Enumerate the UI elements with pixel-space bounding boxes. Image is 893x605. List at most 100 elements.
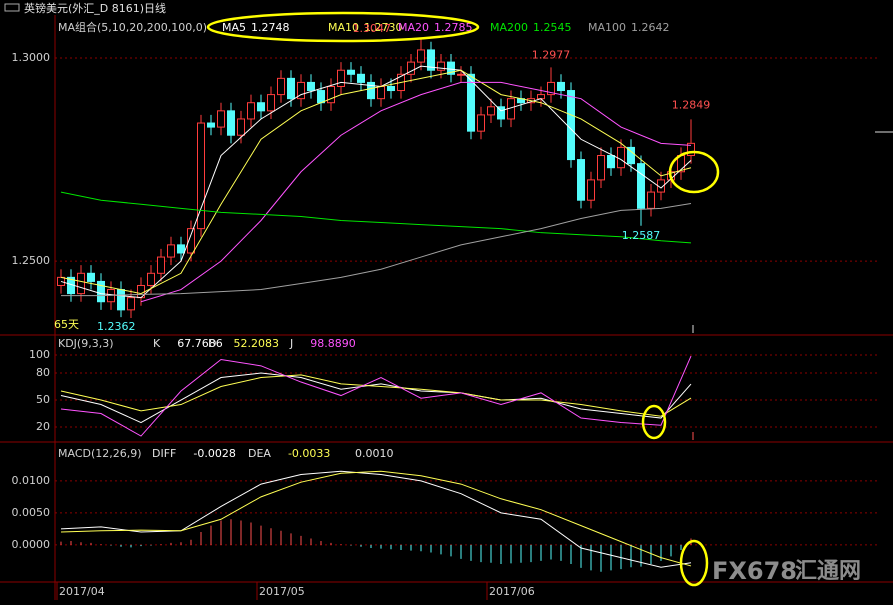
candle-body: [187, 228, 195, 254]
indicator-line: [60, 191, 692, 244]
indicator-line: [60, 69, 692, 295]
candle-body: [367, 81, 375, 100]
candle-body: [257, 102, 265, 112]
legend-name: MA100: [588, 21, 626, 34]
y-tick-label: 100: [29, 348, 50, 361]
candle-body: [247, 102, 255, 120]
candle-body: [77, 272, 85, 295]
candle-body: [617, 146, 625, 169]
candle-body: [317, 90, 325, 104]
candle-body: [597, 155, 605, 181]
candle-body: [217, 110, 225, 128]
extreme-label: 1.2587: [622, 229, 661, 242]
highlight-ellipse: [206, 11, 480, 43]
candle-body: [637, 163, 645, 209]
legend-name: DEA: [248, 447, 271, 460]
indicator-line: [140, 81, 692, 303]
panel-title: MACD(12,26,9): [58, 447, 142, 460]
legend-name: DIFF: [152, 447, 176, 460]
legend-value: 98.8890: [310, 337, 356, 350]
candle-body: [447, 61, 455, 75]
legend-value: -0.0028: [193, 447, 235, 460]
watermark-brand: FX678: [712, 557, 797, 585]
legend-name: MA20: [398, 21, 429, 34]
candle-body: [427, 49, 435, 71]
y-tick-label: 0.0000: [12, 538, 51, 551]
candle-body: [307, 81, 315, 92]
candle-body: [647, 191, 655, 209]
indicator-line: [60, 372, 692, 424]
candle-body: [227, 110, 235, 136]
legend-value: 1.2748: [251, 21, 290, 34]
indicator-line: [60, 470, 692, 568]
window-icon: [4, 3, 20, 12]
candle-body: [337, 69, 345, 87]
candle-body: [147, 272, 155, 286]
candle-body: [347, 69, 355, 75]
highlight-ellipse: [668, 150, 720, 194]
candle-body: [607, 155, 615, 169]
legend-name: MA200: [490, 21, 528, 34]
y-tick-label: 0.0050: [12, 506, 51, 519]
candle-body: [127, 297, 135, 311]
candle-body: [467, 73, 475, 132]
y-tick-label: 80: [36, 366, 50, 379]
extreme-label: 1.2849: [672, 98, 711, 111]
legend-value: 1.2642: [631, 21, 670, 34]
period-label: 65天: [54, 318, 79, 331]
highlight-ellipse: [679, 539, 709, 587]
candle-body: [297, 81, 305, 100]
extreme-label: 1.3047: [353, 22, 392, 35]
candle-body: [377, 85, 385, 100]
candle-body: [437, 61, 445, 71]
candle-body: [117, 289, 125, 311]
candle-body: [577, 159, 585, 201]
candle-body: [287, 77, 295, 100]
window-title: 英镑美元(外汇_D 8161)日线: [24, 1, 166, 15]
indicator-line: [60, 355, 692, 437]
legend-name: MA10: [328, 21, 359, 34]
legend-name: J: [289, 337, 293, 350]
legend-value: 1.2730: [364, 21, 403, 34]
candle-body: [197, 122, 205, 230]
watermark-name: 汇通网: [795, 559, 861, 584]
candle-body: [417, 49, 425, 63]
candle-body: [267, 94, 275, 112]
indicator-line: [61, 202, 692, 297]
candle-body: [87, 272, 95, 282]
candle-body: [387, 85, 395, 92]
candle-body: [537, 94, 545, 100]
candle-body: [97, 280, 105, 303]
legend-value: 52.2083: [233, 337, 279, 350]
y-tick-label: 20: [36, 420, 50, 433]
legend-value: 67.7686: [177, 337, 223, 350]
candle-body: [327, 85, 335, 104]
legend-value: 1.2785: [434, 21, 473, 34]
candle-body: [157, 256, 165, 274]
legend-value: 1.2545: [533, 21, 572, 34]
candle-body: [497, 106, 505, 120]
x-tick-label: 2017/06: [489, 585, 535, 598]
extreme-label: 1.2977: [532, 48, 571, 61]
candle-body: [237, 118, 245, 136]
x-tick-label: 2017/05: [259, 585, 305, 598]
legend-value: 0.0010: [355, 447, 394, 460]
extreme-label: 1.2362: [97, 320, 136, 333]
candle-body: [457, 73, 465, 76]
candle-body: [277, 77, 285, 96]
candle-body: [207, 122, 215, 128]
candle-body: [587, 179, 595, 201]
legend-name: K: [153, 337, 161, 350]
candle-body: [357, 73, 365, 83]
candle-body: [167, 244, 175, 258]
indicator-line: [60, 470, 692, 567]
candle-body: [547, 81, 555, 96]
candle-body: [477, 114, 485, 132]
legend-name: MA5: [222, 21, 246, 34]
candle-body: [177, 244, 185, 254]
highlight-ellipse: [641, 404, 667, 440]
y-tick-label: 1.2500: [12, 254, 51, 267]
